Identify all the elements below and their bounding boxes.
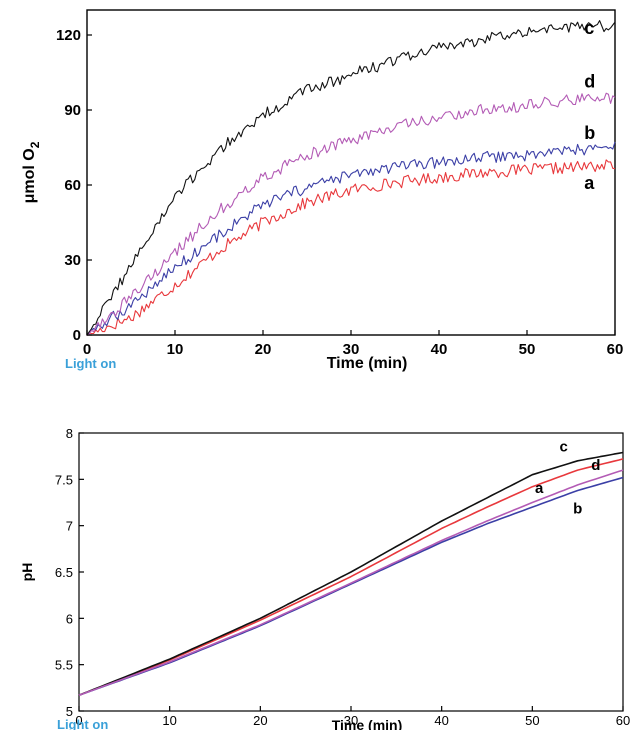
y-tick-label: 6.5 <box>55 565 73 580</box>
series-label-b: b <box>584 123 595 143</box>
series-line-a <box>78 458 624 696</box>
y-tick-label: 7 <box>66 519 73 534</box>
y-tick-label: 7.5 <box>55 472 73 487</box>
x-tick-label: 30 <box>343 341 360 358</box>
y-axis-label: μmol O2 <box>21 141 42 203</box>
y-axis-label-subscript: 2 <box>28 141 42 148</box>
y-tick-label: 0 <box>73 327 81 344</box>
light-on-annotation: Light on <box>57 717 108 730</box>
x-tick-label: 30 <box>344 713 358 728</box>
x-tick-label: 0 <box>75 713 82 728</box>
ph-chart: 0 10 20 30 40 50 60 5 5.5 6 6.5 7 7.5 8 Time (min) pH Li… <box>19 426 630 730</box>
series-line-a <box>86 159 616 336</box>
series-label-b: b <box>573 501 582 518</box>
x-tick-label: 20 <box>253 713 267 728</box>
x-tick-label: 50 <box>525 713 539 728</box>
y-axis-label: pH <box>19 563 35 582</box>
x-tick-label: 60 <box>616 713 630 728</box>
y-tick-label: 120 <box>56 27 81 44</box>
x-tick-label: 10 <box>162 713 176 728</box>
series-line-d <box>78 469 624 696</box>
series-line-c <box>78 451 624 696</box>
x-tick-label: 60 <box>607 341 624 358</box>
series-line-b <box>78 476 624 696</box>
series-label-a: a <box>535 480 544 497</box>
y-tick-label: 60 <box>64 177 81 194</box>
series-line-c <box>86 20 616 336</box>
y-tick-label: 90 <box>64 102 81 119</box>
series-label-d: d <box>591 457 600 474</box>
plot-frame <box>86 9 616 336</box>
x-tick-label: 0 <box>83 341 91 358</box>
x-axis-label: Time (min) <box>332 717 403 730</box>
x-tick-label: 40 <box>431 341 448 358</box>
x-tick-label: 10 <box>167 341 184 358</box>
x-tick-label: 40 <box>434 713 448 728</box>
x-axis-label: Time (min) <box>327 355 408 372</box>
y-tick-label: 5.5 <box>55 658 73 673</box>
series-label-d: d <box>584 72 595 92</box>
y-tick-label: 8 <box>66 426 73 441</box>
y-tick-label: 30 <box>64 252 81 269</box>
x-tick-label: 20 <box>255 341 272 358</box>
series-label-a: a <box>584 173 595 193</box>
series-line-b <box>86 141 616 336</box>
y-tick-label: 5 <box>66 704 73 719</box>
light-on-annotation: Light on <box>65 356 116 371</box>
y-tick-label: 6 <box>66 611 73 626</box>
series-label-c: c <box>584 18 594 38</box>
oxygen-chart: 0 10 20 30 40 50 60 0 30 60 90 120 Time (min) μmol O2… <box>21 9 624 372</box>
series-line-d <box>86 92 616 336</box>
series-label-c: c <box>560 439 568 456</box>
x-tick-label: 50 <box>519 341 536 358</box>
